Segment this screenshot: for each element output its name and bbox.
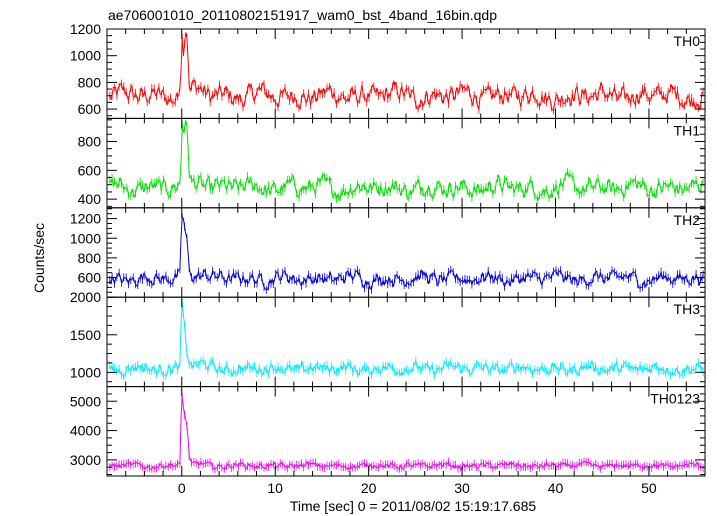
error-bars-th2 [109, 213, 704, 294]
y-tick-label: 5000 [70, 393, 101, 409]
chart-title: ae706001010_20110802151917_wam0_bst_4ban… [108, 7, 497, 23]
y-tick-label: 800 [78, 133, 102, 149]
panel-th2: 600 800 1000 1200 TH2 [70, 207, 706, 298]
panel-label: TH0 [674, 33, 701, 49]
y-tick-label: 800 [78, 250, 102, 266]
light-curve-th0123 [109, 396, 704, 471]
y-tick-label: 1000 [70, 48, 101, 64]
x-axis-label: Time [sec] 0 = 2011/08/02 15:19:17.685 [290, 498, 537, 514]
panel-th0123: 3000 4000 5000 TH0123 [70, 386, 706, 477]
panel-label: TH0123 [650, 391, 700, 407]
y-tick-label: 1500 [70, 327, 101, 343]
y-tick-label: 2000 [70, 289, 101, 305]
x-tick-label: 0 [178, 480, 186, 496]
light-curve-th0 [109, 32, 704, 112]
error-bars-th0 [109, 33, 704, 115]
y-tick-label: 600 [78, 162, 102, 178]
y-tick-label: 3000 [70, 452, 101, 468]
y-tick-label: 1200 [70, 21, 101, 37]
panel-th1: 400 600 800 TH1 [78, 117, 706, 209]
y-tick-label: 1000 [70, 230, 101, 246]
x-tick-label: 10 [267, 480, 283, 496]
panel-label: TH1 [674, 122, 701, 138]
x-tick-label: 40 [548, 480, 564, 496]
panel-frame [106, 28, 706, 119]
y-tick-label: 800 [78, 74, 102, 90]
panel-stack: 60080010001200TH0400600800TH160080010001… [70, 21, 706, 496]
error-bars-th1 [109, 120, 704, 203]
y-tick-label: 1200 [70, 211, 101, 227]
y-tick-label: 1000 [70, 364, 101, 380]
panel-label: TH3 [674, 301, 701, 317]
y-tick-label: 600 [78, 270, 102, 286]
panel-frame [106, 296, 706, 388]
y-tick-label: 400 [78, 191, 102, 207]
panel-frame [106, 117, 706, 209]
light-curve-th2 [109, 216, 704, 291]
error-bars-th3 [109, 298, 704, 381]
y-axis-label: Counts/sec [31, 223, 47, 293]
y-tick-label: 4000 [70, 423, 101, 439]
x-tick-label: 50 [641, 480, 657, 496]
x-tick-label: 20 [361, 480, 377, 496]
x-tick-label: 30 [454, 480, 470, 496]
error-bars-th0123 [109, 392, 704, 474]
panel-th3: 1000 1500 2000 TH3 [70, 289, 706, 388]
panel-label: TH2 [674, 212, 701, 228]
panel-th0: 600 800 1000 1200 TH0 [70, 21, 706, 119]
y-tick-label: 600 [78, 101, 102, 117]
